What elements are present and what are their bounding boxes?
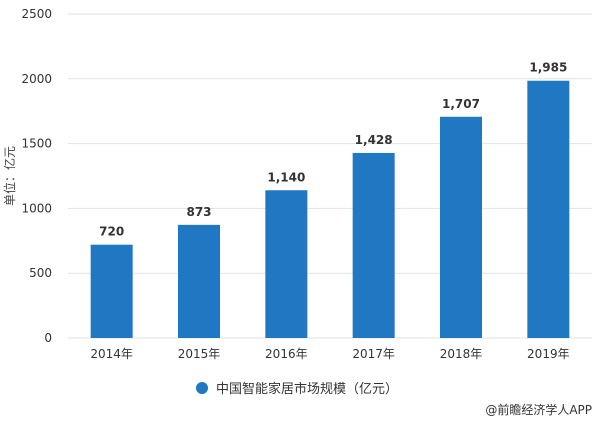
data-label: 720 [99, 225, 124, 239]
data-label: 1,985 [529, 61, 567, 75]
data-label: 1,140 [267, 170, 305, 184]
x-tick-label: 2019年 [527, 347, 570, 361]
bar [527, 80, 570, 338]
y-tick-label: 500 [29, 266, 52, 280]
y-tick-label: 1000 [21, 201, 52, 215]
x-tick-labels: 2014年 2015年 2016年 2017年 2018年 2019年 [90, 347, 569, 361]
data-label: 873 [186, 205, 211, 219]
legend: 中国智能家居市场规模（亿元） [196, 378, 398, 397]
data-labels: 720 873 1,140 1,428 1,707 1,985 [99, 61, 567, 239]
data-label: 1,707 [442, 97, 480, 111]
y-tick-labels: 0 500 1000 1500 2000 2500 [21, 7, 52, 345]
data-label: 1,428 [355, 133, 393, 147]
bar [265, 190, 308, 338]
x-tick-label: 2018年 [440, 347, 483, 361]
x-tick-label: 2017年 [352, 347, 395, 361]
bar [90, 244, 133, 338]
y-tick-label: 0 [44, 331, 52, 345]
x-tick-label: 2015年 [178, 347, 221, 361]
bar [178, 224, 220, 338]
source-credit: @前瞻经济学人APP [485, 403, 592, 417]
x-tick-label: 2016年 [265, 347, 308, 361]
bar [352, 152, 395, 338]
legend-label: 中国智能家居市场规模（亿元） [216, 382, 399, 397]
y-tick-label: 2500 [21, 7, 52, 21]
y-tick-label: 1500 [21, 137, 52, 151]
grid-lines [68, 13, 592, 339]
bars [90, 80, 570, 338]
x-tick-label: 2014年 [90, 347, 133, 361]
bar [440, 116, 482, 338]
y-axis-label: 单位：亿元 [2, 146, 17, 206]
legend-marker [196, 381, 208, 394]
y-tick-label: 2000 [21, 72, 52, 86]
